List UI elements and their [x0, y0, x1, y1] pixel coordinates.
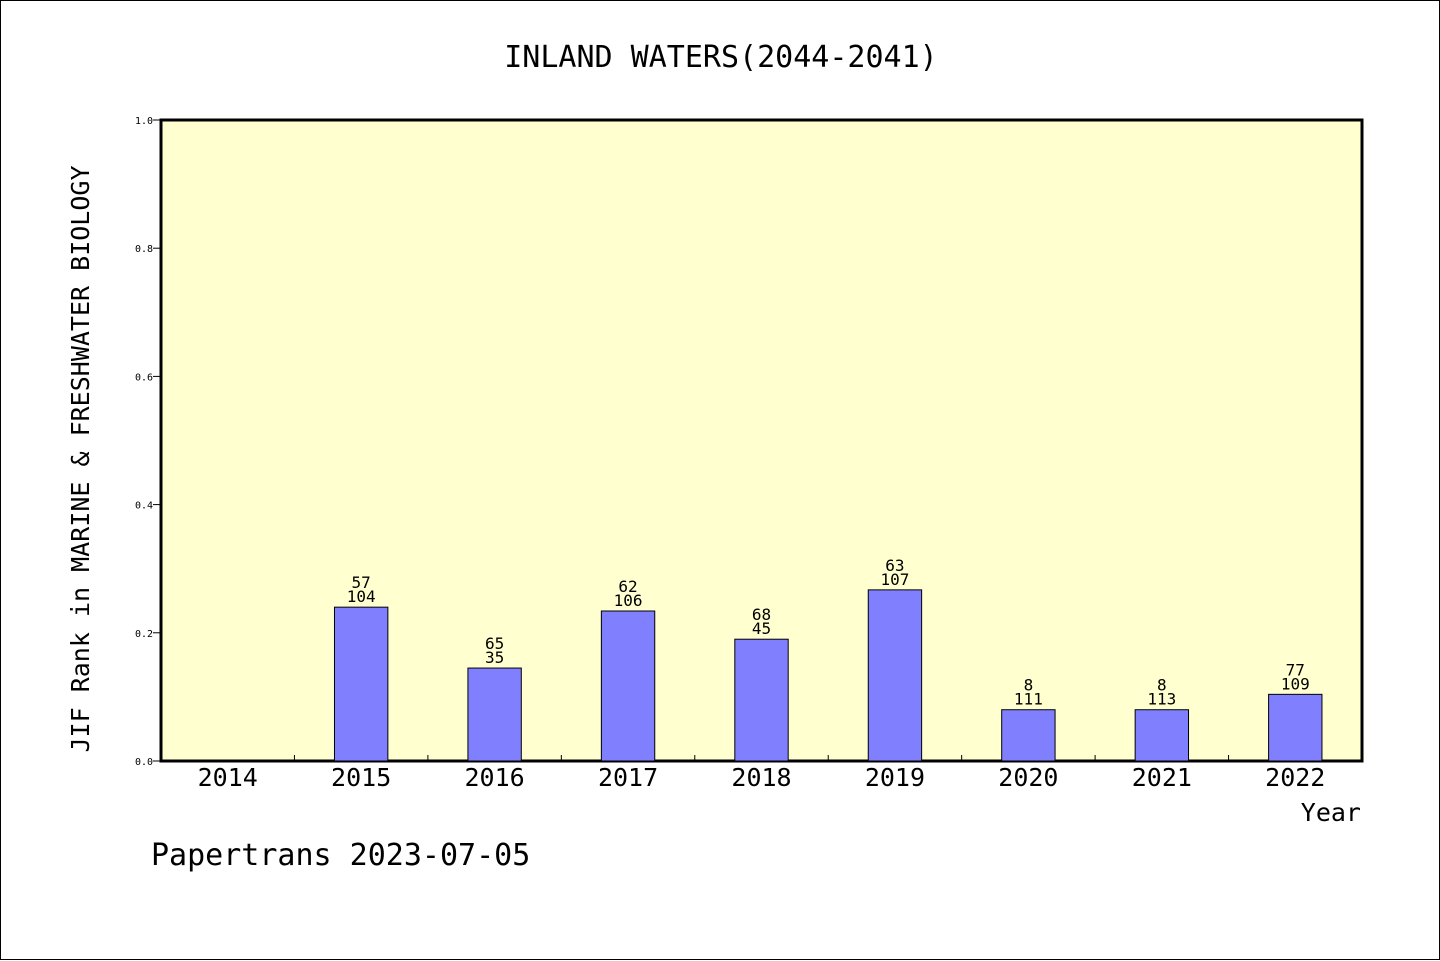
y-tick-label: 0.4 — [135, 501, 153, 512]
y-axis: 0.0 0.2 0.4 0.6 0.8 1.0 — [135, 116, 161, 768]
bar-2021 — [1134, 709, 1190, 762]
bar-label-top: 65 — [485, 634, 504, 653]
bar-label-bottom: 106 — [614, 591, 643, 610]
x-tick-label: 2014 — [198, 763, 258, 792]
bar-label-top: 77 — [1286, 660, 1305, 679]
bar-label-top: 8 — [1024, 676, 1034, 695]
bar-label-bottom: 35 — [485, 648, 504, 667]
x-axis: 2014 2015 2016 2017 2018 2019 2020 2021 2022 — [198, 755, 1325, 792]
y-tick-label: 0.8 — [135, 244, 153, 255]
x-tick-label: 2017 — [598, 763, 658, 792]
bar-label-bottom: 45 — [752, 619, 771, 638]
x-tick-label: 2015 — [331, 763, 391, 792]
bar-2016 — [467, 667, 522, 762]
bars — [333, 589, 1323, 762]
x-tick-label: 2019 — [865, 763, 925, 792]
bar-2017 — [600, 610, 656, 762]
bar-label-bottom: 113 — [1147, 690, 1176, 709]
bar-label-bottom: 109 — [1281, 674, 1310, 693]
x-tick-label: 2021 — [1132, 763, 1192, 792]
bar-label-bottom: 107 — [880, 570, 909, 589]
bar-label-top: 57 — [352, 573, 371, 592]
x-tick-label: 2020 — [998, 763, 1058, 792]
bar-label-bottom: 111 — [1014, 690, 1043, 709]
y-axis-label: JIF Rank in MARINE & FRESHWATER BIOLOGY — [66, 166, 95, 753]
y-tick-label: 0.2 — [135, 629, 153, 640]
bar-label-top: 62 — [618, 577, 637, 596]
bar-2015 — [333, 606, 389, 762]
bar-label-top: 63 — [885, 556, 904, 575]
bar-2019 — [867, 589, 923, 762]
bar-label-top: 68 — [752, 605, 771, 624]
bar-2018 — [734, 638, 789, 762]
x-axis-label: Year — [1301, 798, 1361, 827]
bar-label-top: 8 — [1157, 676, 1167, 695]
x-tick-label: 2018 — [731, 763, 791, 792]
x-tick-label: 2022 — [1265, 763, 1325, 792]
y-tick-label: 0.0 — [135, 757, 153, 768]
y-tick-label: 0.6 — [135, 372, 153, 383]
x-tick-label: 2016 — [465, 763, 525, 792]
bar-2022 — [1268, 693, 1323, 762]
bar-label-bottom: 104 — [347, 587, 376, 606]
y-tick-label: 1.0 — [135, 116, 153, 127]
footer-text: Papertrans 2023-07-05 — [151, 838, 530, 873]
bar-2020 — [1001, 709, 1056, 762]
chart-title: INLAND WATERS(2044-2041) — [504, 40, 937, 75]
